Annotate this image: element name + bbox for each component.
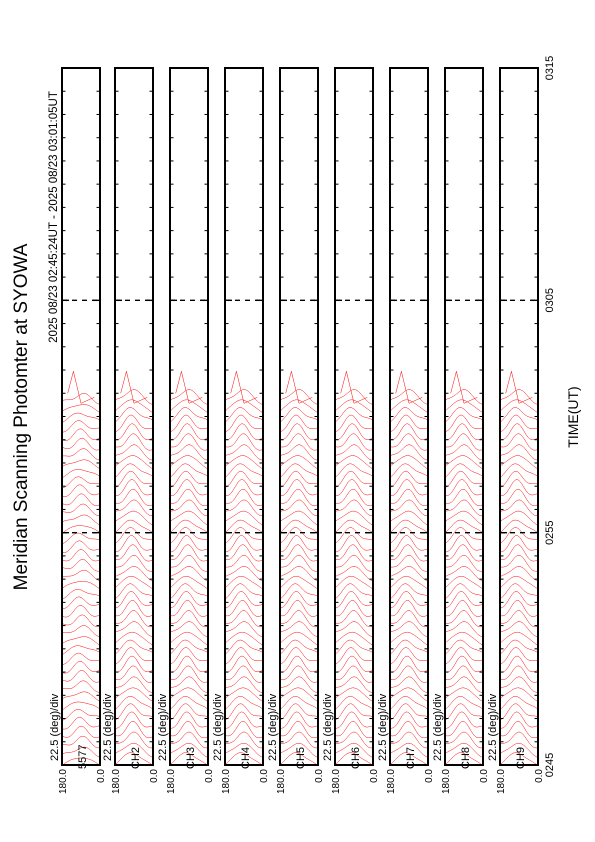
panel-channel-label: CH8 <box>460 747 472 769</box>
panel-scale-label: 22.5 (deg)/div <box>157 693 169 761</box>
panel-channel-label: 5577 <box>77 745 89 769</box>
scan-traces <box>62 371 538 765</box>
panel-scale-label: 22.5 (deg)/div <box>432 693 444 761</box>
scan-trace-4 <box>225 371 263 765</box>
panel-scale-label: 22.5 (deg)/div <box>487 693 499 761</box>
time-axis-ticks <box>62 67 538 766</box>
page-title: Meridian Scanning Photomter at SYOWA <box>11 243 32 590</box>
panel-labels: 22.5 (deg)/div 180.0 0.0 5577 22.5 (deg)/div… <box>49 693 545 794</box>
scan-trace-3 <box>170 371 208 765</box>
scan-trace-6 <box>335 371 373 765</box>
panel-y-top-label: 180.0 <box>386 769 397 794</box>
panel-y-bottom-label: 0.0 <box>534 769 545 783</box>
panel-channel-label: CH7 <box>405 747 417 769</box>
panel-y-top-label: 180.0 <box>221 769 232 794</box>
panel-scale-label: 22.5 (deg)/div <box>49 693 61 761</box>
panel-y-bottom-label: 0.0 <box>369 769 380 783</box>
panel-scale-label: 22.5 (deg)/div <box>212 693 224 761</box>
scan-trace-7 <box>390 371 428 765</box>
panel-y-bottom-label: 0.0 <box>204 769 215 783</box>
panel-y-bottom-label: 0.0 <box>479 769 490 783</box>
scan-trace-9 <box>500 371 538 765</box>
panel-scale-label: 22.5 (deg)/div <box>267 693 279 761</box>
panel-y-top-label: 180.0 <box>166 769 177 794</box>
panel-y-top-label: 180.0 <box>496 769 507 794</box>
x-tick-label: 0315 <box>544 56 556 80</box>
time-range-label: 2025 08/23 02:45:24UT - 2025 08/23 03:01… <box>48 91 60 343</box>
panel-scale-label: 22.5 (deg)/div <box>377 693 389 761</box>
scan-trace-5 <box>280 371 318 765</box>
scan-trace-1 <box>62 371 100 765</box>
panel-channel-label: CH9 <box>515 747 527 769</box>
x-tick-labels: 0245 0255 0305 0315 <box>544 56 556 777</box>
x-axis-title: TIME(UT) <box>565 386 581 447</box>
panel-scale-label: 22.5 (deg)/div <box>102 693 114 761</box>
panel-y-bottom-label: 0.0 <box>149 769 160 783</box>
panel-y-top-label: 180.0 <box>111 769 122 794</box>
panel-y-top-label: 180.0 <box>58 769 69 794</box>
panel-y-bottom-label: 0.0 <box>259 769 270 783</box>
panel-y-top-label: 180.0 <box>276 769 287 794</box>
panel-channel-label: CH5 <box>295 747 307 769</box>
panel-channel-label: CH4 <box>240 747 252 769</box>
panel-scale-label: 22.5 (deg)/div <box>322 693 334 761</box>
x-tick-label: 0305 <box>544 288 556 312</box>
panel-channel-label: CH3 <box>185 747 197 769</box>
x-tick-label: 0245 <box>544 753 556 777</box>
panel-y-bottom-label: 0.0 <box>424 769 435 783</box>
panel-channel-label: CH2 <box>130 747 142 769</box>
panel-y-bottom-label: 0.0 <box>96 769 107 783</box>
panel-frames <box>61 67 539 766</box>
panel-y-top-label: 180.0 <box>441 769 452 794</box>
scan-trace-8 <box>445 371 483 765</box>
panel-y-bottom-label: 0.0 <box>314 769 325 783</box>
x-tick-label: 0255 <box>544 520 556 544</box>
panel-y-top-label: 180.0 <box>331 769 342 794</box>
scan-trace-2 <box>115 371 153 765</box>
panel-channel-label: CH6 <box>350 747 362 769</box>
